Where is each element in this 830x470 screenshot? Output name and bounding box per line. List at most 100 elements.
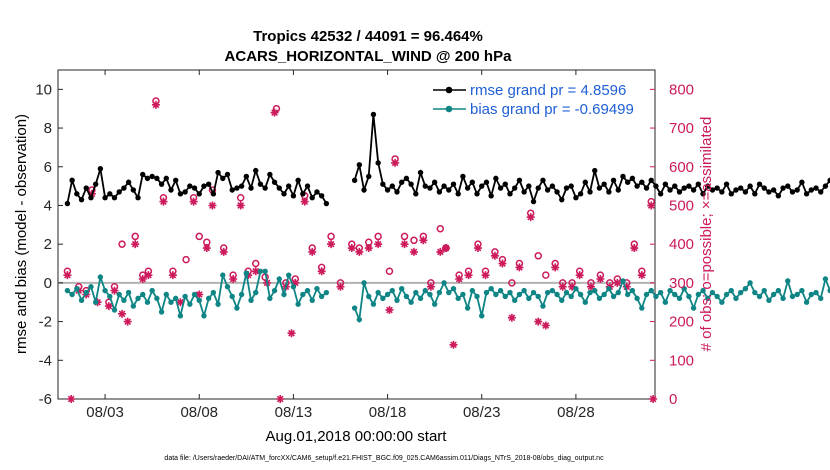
bias-point — [752, 289, 758, 296]
assimilated-obs-point — [110, 286, 119, 295]
rmse-point — [563, 185, 570, 191]
plot-area — [57, 69, 656, 400]
bias-point — [686, 293, 692, 300]
left-y-axis-ticks: -6 -4 -2 0 2 4 6 8 10 — [35, 81, 63, 408]
bias-point — [224, 284, 231, 290]
rmse-point — [304, 183, 311, 189]
rmse-point — [474, 191, 480, 197]
rmse-point — [516, 177, 523, 184]
rmse-point — [234, 185, 240, 191]
assimilated-obs-point — [558, 282, 567, 291]
bias-point — [460, 291, 466, 298]
rmse-point — [281, 191, 287, 197]
assimilated-obs-point — [336, 282, 345, 291]
bias-point — [657, 289, 664, 296]
bias-point — [361, 280, 367, 286]
possible-obs-point — [542, 271, 550, 279]
bias-point — [733, 295, 739, 302]
assimilated-obs-series — [63, 100, 658, 403]
right-y-tick-label: 300 — [669, 275, 694, 292]
left-y-tick-label: 6 — [44, 159, 52, 176]
bias-point — [351, 305, 358, 311]
bias-point — [728, 287, 734, 294]
bias-point — [370, 301, 377, 307]
bias-point — [366, 293, 372, 300]
right-y-tick-label: 700 — [669, 120, 694, 137]
rmse-point — [587, 189, 593, 195]
bias-point — [450, 285, 457, 292]
left-y-tick-label: 8 — [44, 120, 52, 137]
assimilated-obs-point — [74, 286, 83, 295]
bias-point — [705, 295, 711, 302]
bias-point — [511, 297, 518, 303]
bias-series — [64, 268, 830, 324]
rmse-point — [483, 179, 490, 185]
rmse-point — [375, 160, 381, 166]
assimilated-obs-point — [534, 317, 543, 326]
rmse-point — [140, 171, 146, 178]
rmse-point — [813, 185, 819, 191]
rmse-point — [803, 191, 810, 197]
assimilated-obs-point — [455, 275, 464, 284]
assimilated-obs-point — [189, 197, 198, 206]
bias-point — [634, 295, 640, 302]
bias-point — [135, 295, 141, 302]
rmse-point — [521, 189, 527, 195]
possible-obs-point — [508, 279, 516, 287]
bias-point — [295, 301, 301, 307]
bias-point — [107, 293, 113, 300]
bias-point — [290, 284, 297, 290]
bias-point — [380, 295, 386, 302]
rmse-point — [686, 183, 692, 189]
bias-point — [818, 295, 824, 302]
right-y-tick-label: 800 — [669, 81, 694, 98]
legend-rmse-marker — [445, 86, 453, 94]
left-y-tick-label: 10 — [35, 81, 52, 98]
rmse-point — [158, 181, 165, 187]
assimilated-obs-point — [219, 247, 228, 256]
bias-point — [201, 313, 207, 319]
rmse-point — [662, 181, 669, 187]
assimilated-obs-point — [613, 278, 622, 287]
rmse-point — [187, 183, 193, 189]
possible-obs-point — [236, 193, 245, 202]
bias-point — [220, 272, 226, 278]
rmse-point — [573, 195, 579, 201]
bias-point — [582, 299, 589, 305]
bias-point — [140, 291, 146, 298]
rmse-point — [135, 195, 141, 201]
bias-point — [648, 287, 654, 294]
bias-point — [747, 280, 753, 286]
bias-point — [493, 291, 499, 298]
assimilated-obs-point — [568, 282, 577, 291]
assimilated-obs-point — [426, 282, 435, 291]
bias-point — [535, 293, 541, 300]
bias-point — [690, 305, 697, 311]
rmse-point — [728, 191, 734, 197]
rmse-point — [648, 177, 654, 184]
bias-point — [464, 305, 471, 311]
footnote: data file: /Users/raeder/DAI/ATM_forcXX/… — [164, 455, 604, 462]
rmse-point — [262, 185, 268, 191]
right-y-axis-ticks: 0 100 200 300 400 500 600 700 800 — [650, 81, 694, 408]
rmse-point — [554, 189, 560, 195]
assimilated-obs-point — [176, 298, 185, 307]
bias-point — [676, 295, 683, 302]
rmse-point — [182, 189, 188, 195]
rmse-series — [64, 111, 830, 207]
possible-obs-point — [374, 232, 382, 241]
bias-point — [714, 293, 720, 300]
x-tick-label: 08/18 — [369, 404, 407, 421]
rmse-point — [436, 189, 443, 195]
assimilated-obs-point — [118, 309, 127, 318]
right-y-tick-label: 600 — [669, 159, 694, 176]
possible-obs-point — [534, 252, 542, 260]
bias-point — [64, 287, 71, 294]
rmse-point — [191, 185, 198, 191]
bias-point — [808, 291, 815, 298]
bias-point — [799, 287, 805, 294]
rmse-point — [766, 189, 772, 195]
assimilated-obs-point — [300, 197, 309, 206]
rmse-point — [507, 191, 513, 197]
rmse-point — [238, 183, 245, 189]
